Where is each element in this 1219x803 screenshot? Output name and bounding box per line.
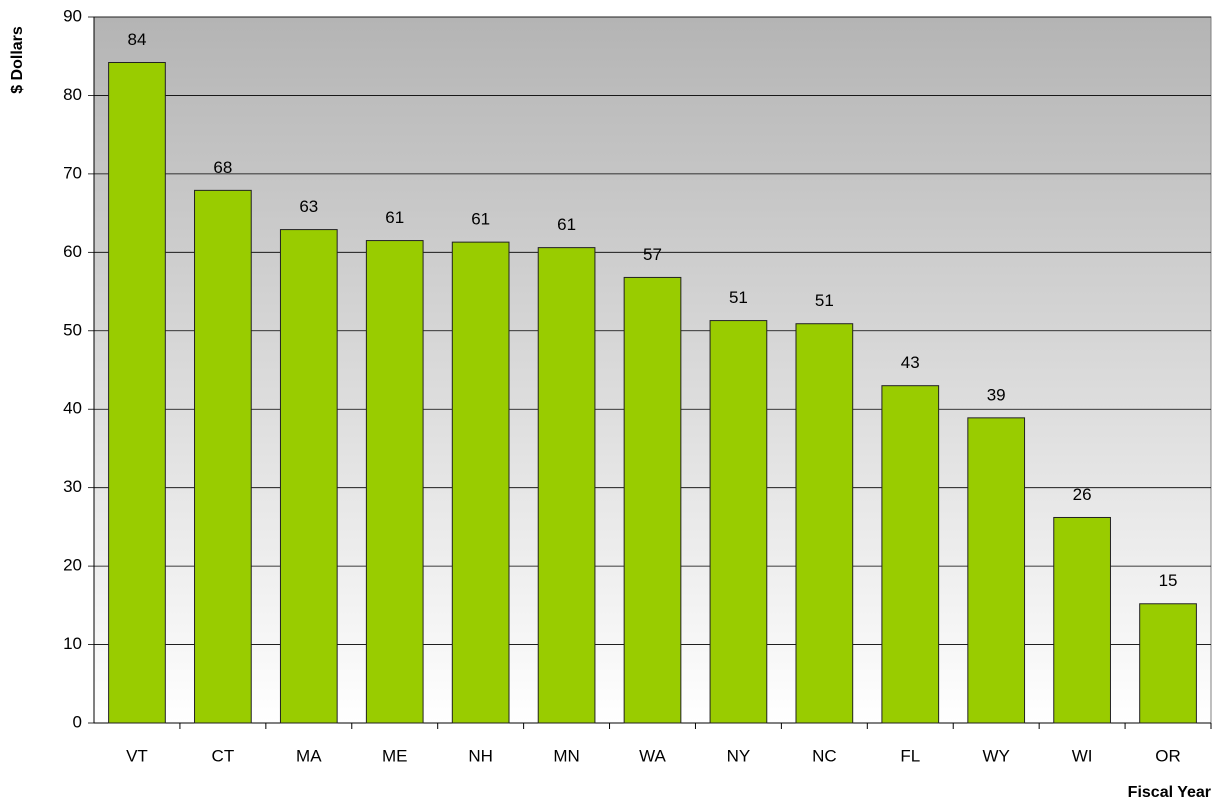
x-tick-label: CT bbox=[212, 746, 235, 765]
x-tick-label: NY bbox=[727, 746, 751, 765]
bar bbox=[537, 247, 596, 724]
bar bbox=[623, 276, 682, 724]
bar bbox=[108, 61, 166, 724]
bar bbox=[451, 241, 510, 724]
bar bbox=[709, 320, 768, 724]
data-label: 61 bbox=[557, 215, 576, 234]
y-tick-label: 80 bbox=[63, 85, 82, 104]
data-label: 57 bbox=[643, 245, 662, 264]
data-label: 43 bbox=[901, 353, 920, 372]
data-label: 39 bbox=[987, 385, 1006, 404]
y-tick-label: 10 bbox=[63, 634, 82, 653]
x-tick-label: FL bbox=[900, 746, 920, 765]
x-tick-label: MN bbox=[553, 746, 579, 765]
bar bbox=[279, 229, 338, 724]
data-label: 51 bbox=[729, 288, 748, 307]
data-label: 84 bbox=[128, 30, 147, 49]
y-tick-label: 40 bbox=[63, 399, 82, 418]
x-tick-label: WA bbox=[639, 746, 666, 765]
data-label: 63 bbox=[299, 197, 318, 216]
y-tick-label: 60 bbox=[63, 242, 82, 261]
y-axis-title: $ Dollars bbox=[9, 26, 26, 94]
bar bbox=[1139, 603, 1197, 724]
data-label: 61 bbox=[471, 210, 490, 229]
y-tick-label: 70 bbox=[63, 163, 82, 182]
x-tick-label: WY bbox=[982, 746, 1009, 765]
data-label: 15 bbox=[1159, 571, 1178, 590]
y-tick-label: 0 bbox=[73, 712, 82, 731]
x-tick-label: OR bbox=[1155, 746, 1181, 765]
bar bbox=[881, 385, 940, 724]
x-tick-label: ME bbox=[382, 746, 408, 765]
x-tick-label: VT bbox=[126, 746, 148, 765]
data-label: 61 bbox=[385, 208, 404, 227]
data-label: 26 bbox=[1073, 485, 1092, 504]
data-label: 68 bbox=[213, 158, 232, 177]
x-axis-title: Fiscal Year bbox=[1128, 784, 1211, 801]
x-tick-label: NH bbox=[468, 746, 493, 765]
x-tick-label: WI bbox=[1072, 746, 1093, 765]
bar bbox=[795, 323, 854, 724]
x-tick-label: MA bbox=[296, 746, 322, 765]
bar bbox=[1053, 516, 1111, 724]
bar bbox=[194, 189, 252, 724]
bar bbox=[365, 240, 424, 724]
y-tick-label: 30 bbox=[63, 477, 82, 496]
y-tick-label: 50 bbox=[63, 320, 82, 339]
y-tick-label: 90 bbox=[63, 6, 82, 25]
data-label: 51 bbox=[815, 291, 834, 310]
y-tick-label: 20 bbox=[63, 556, 82, 575]
bar bbox=[967, 417, 1026, 724]
x-tick-label: NC bbox=[812, 746, 837, 765]
